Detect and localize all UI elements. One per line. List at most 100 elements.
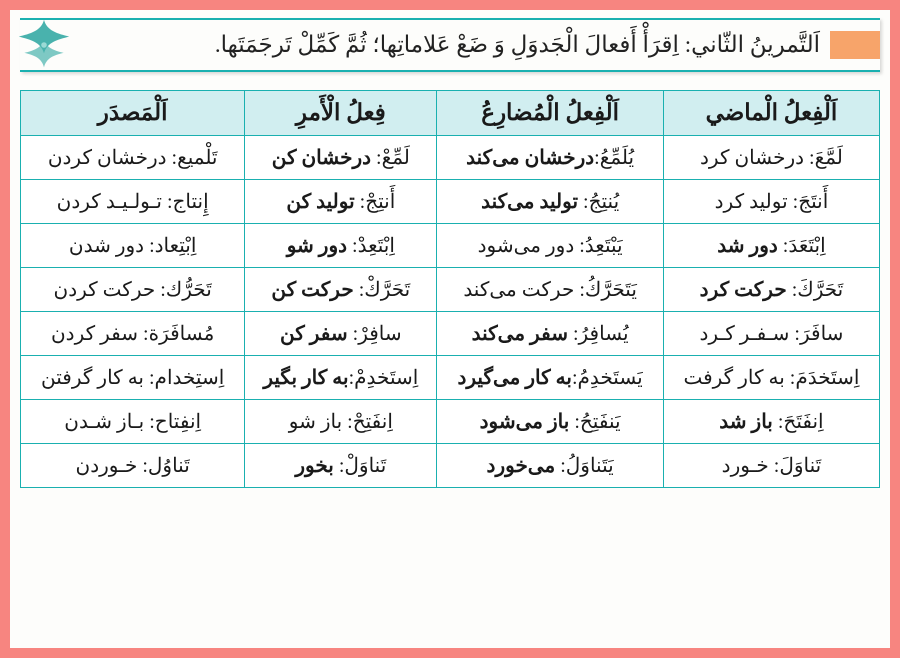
cell-arabic: يَبْتَعِدُ: — [579, 235, 622, 257]
cell-persian: حركت می‌كند — [463, 279, 579, 301]
cell-arabic: اِبْتِعاد: — [149, 235, 196, 257]
cell-present: يَتَناوَلُ: می‌خورد — [437, 444, 664, 488]
cell-arabic: اِنفَتَحَ: — [778, 411, 824, 433]
cell-persian: درخشان كردن — [48, 147, 172, 169]
cell-arabic: إِنتاج: — [167, 191, 209, 213]
cell-arabic: يَتَناوَلُ: — [560, 455, 613, 477]
cell-masdar: مُسافَرَة: سفر كردن — [21, 312, 245, 356]
cell-past: اِنفَتَحَ: باز شد — [663, 400, 879, 444]
cell-arabic: أَنتِجْ: — [360, 191, 396, 213]
cell-arabic: يَنفَتِحُ: — [574, 411, 620, 433]
cell-arabic: اِستَخدَمَ: — [790, 367, 860, 389]
cell-present: يَتَحَرَّكُ: حركت می‌كند — [437, 268, 664, 312]
cell-masdar: تَحَرُّك: حركت كردن — [21, 268, 245, 312]
cell-arabic: لَمِّعْ: — [376, 147, 410, 169]
exercise-title: اَلتَّمرينُ الثّاني: اِقرَأْ أَفعالَ الْ… — [40, 32, 820, 58]
cell-arabic: اِبْتَعَدَ: — [783, 235, 826, 257]
cell-imper: اِستَخدِمْ:به كار بگير — [245, 356, 437, 400]
cell-past: تَحَرَّكَ: حركت كرد — [663, 268, 879, 312]
cell-arabic: أَنتَجَ: — [793, 191, 829, 213]
cell-persian: سفر می‌كند — [472, 323, 573, 345]
cell-arabic: مُسافَرَة: — [143, 323, 214, 345]
cell-persian: سفر كردن — [51, 323, 143, 345]
cell-persian: خـورد — [722, 455, 774, 477]
cell-arabic: تَحَرَّكَ: — [792, 279, 844, 301]
exercise-header: اَلتَّمرينُ الثّاني: اِقرَأْ أَفعالَ الْ… — [20, 18, 880, 72]
cell-arabic: اِنفِتاح: — [149, 411, 201, 433]
cell-persian: تـولـيـد كردن — [57, 191, 167, 213]
cell-arabic: تَناوَلْ: — [339, 455, 386, 477]
cell-past: لَمَّعَ: درخشان كرد — [663, 136, 879, 180]
cell-imper: تَحَرَّكْ: حركت كن — [245, 268, 437, 312]
cell-arabic: اِنفَتِحْ: — [347, 411, 393, 433]
table-row: تَناوَلَ: خـورديَتَناوَلُ: می‌خوردتَناوَ… — [21, 444, 880, 488]
cell-arabic: يُسافِرُ: — [573, 323, 629, 345]
cell-persian: درخشان كن — [272, 147, 376, 169]
cell-present: يُلَمِّعُ:درخشان می‌كند — [437, 136, 664, 180]
cell-masdar: اِبْتِعاد: دور شدن — [21, 224, 245, 268]
cell-imper: تَناوَلْ: بخور — [245, 444, 437, 488]
cell-imper: أَنتِجْ: توليد كن — [245, 180, 437, 224]
table-row: سافَرَ: سـفـر كـرد يُسافِرُ: سفر می‌كند سا… — [21, 312, 880, 356]
cell-persian: باز شو — [289, 411, 347, 433]
cell-arabic: سافَرَ: — [794, 323, 843, 345]
cell-masdar: إِنتاج: تـولـيـد كردن — [21, 180, 245, 224]
cell-persian: درخشان می‌كند — [466, 147, 594, 169]
cell-persian: حركت كن — [271, 279, 358, 301]
cell-persian: دور می‌شود — [478, 235, 580, 257]
table-row: تَحَرَّكَ: حركت كرديَتَحَرَّكُ: حركت می‌… — [21, 268, 880, 312]
cell-arabic: تَناوُل: — [142, 455, 189, 477]
cell-imper: سافِرْ: سفر كن — [245, 312, 437, 356]
cell-persian: می‌خورد — [487, 455, 561, 477]
cell-arabic: لَمَّعَ: — [809, 147, 843, 169]
table-row: اِنفَتَحَ: باز شديَنفَتِحُ: باز می‌شوداِ… — [21, 400, 880, 444]
cell-persian: به كار گرفت — [683, 367, 789, 389]
cell-arabic: اِستِخدام: — [149, 367, 224, 389]
cell-persian: دور شدن — [69, 235, 149, 257]
ornament-icon — [16, 17, 72, 73]
cell-persian: توليد كرد — [715, 191, 793, 213]
table-row: اِبْتَعَدَ: دور شديَبْتَعِدُ: دور می‌شود… — [21, 224, 880, 268]
cell-persian: سفر كن — [280, 323, 353, 345]
cell-persian: به كار می‌گيرد — [457, 367, 571, 389]
cell-persian: درخشان كرد — [700, 147, 809, 169]
cell-persian: به كار بگير — [263, 367, 348, 389]
cell-arabic: اِستَخدِمْ: — [349, 367, 419, 389]
cell-present: يَبْتَعِدُ: دور می‌شود — [437, 224, 664, 268]
cell-masdar: تَلْميع: درخشان كردن — [21, 136, 245, 180]
cell-present: يُنتِجُ: توليد می‌كند — [437, 180, 664, 224]
col-present: اَلْفِعلُ الْمُضارِعُ — [437, 91, 664, 136]
cell-past: اِبْتَعَدَ: دور شد — [663, 224, 879, 268]
table-row: لَمَّعَ: درخشان كرديُلَمِّعُ:درخشان می‌ك… — [21, 136, 880, 180]
cell-imper: اِنفَتِحْ: باز شو — [245, 400, 437, 444]
table-row: اِستَخدَمَ: به كار گرفت يَستَخدِمُ:به كار… — [21, 356, 880, 400]
cell-persian: توليد می‌كند — [481, 191, 583, 213]
cell-arabic: سافِرْ: — [353, 323, 402, 345]
cell-past: أَنتَجَ: توليد كرد — [663, 180, 879, 224]
cell-imper: لَمِّعْ: درخشان كن — [245, 136, 437, 180]
cell-masdar: اِنفِتاح: بـاز شـدن — [21, 400, 245, 444]
cell-persian: باز شد — [719, 411, 778, 433]
cell-arabic: تَلْميع: — [172, 147, 218, 169]
cell-present: يَنفَتِحُ: باز می‌شود — [437, 400, 664, 444]
cell-persian: خـوردن — [76, 455, 143, 477]
cell-arabic: تَناوَلَ: — [774, 455, 821, 477]
table-header-row: اَلْفِعلُ الْماضي اَلْفِعلُ الْمُضارِعُ … — [21, 91, 880, 136]
cell-past: تَناوَلَ: خـورد — [663, 444, 879, 488]
col-masdar: اَلْمَصدَر — [21, 91, 245, 136]
cell-persian: توليد كن — [286, 191, 359, 213]
cell-arabic: اِبْتَعِدْ: — [352, 235, 395, 257]
cell-persian: بـاز شـدن — [64, 411, 149, 433]
cell-past: سافَرَ: سـفـر كـرد — [663, 312, 879, 356]
cell-masdar: اِستِخدام: به كار گرفتن — [21, 356, 245, 400]
table-row: أَنتَجَ: توليد كرديُنتِجُ: توليد می‌كندأ… — [21, 180, 880, 224]
col-imper: فِعلُ الْأَمرِ — [245, 91, 437, 136]
cell-persian: حركت كرد — [700, 279, 792, 301]
cell-arabic: يَتَحَرَّكُ: — [579, 279, 637, 301]
cell-present: يَستَخدِمُ:به كار می‌گيرد — [437, 356, 664, 400]
cell-imper: اِبْتَعِدْ: دور شو — [245, 224, 437, 268]
cell-persian: سـفـر كـرد — [699, 323, 794, 345]
cell-persian: به كار گرفتن — [41, 367, 149, 389]
table-body: لَمَّعَ: درخشان كرديُلَمِّعُ:درخشان می‌ك… — [21, 136, 880, 488]
cell-persian: باز می‌شود — [480, 411, 575, 433]
